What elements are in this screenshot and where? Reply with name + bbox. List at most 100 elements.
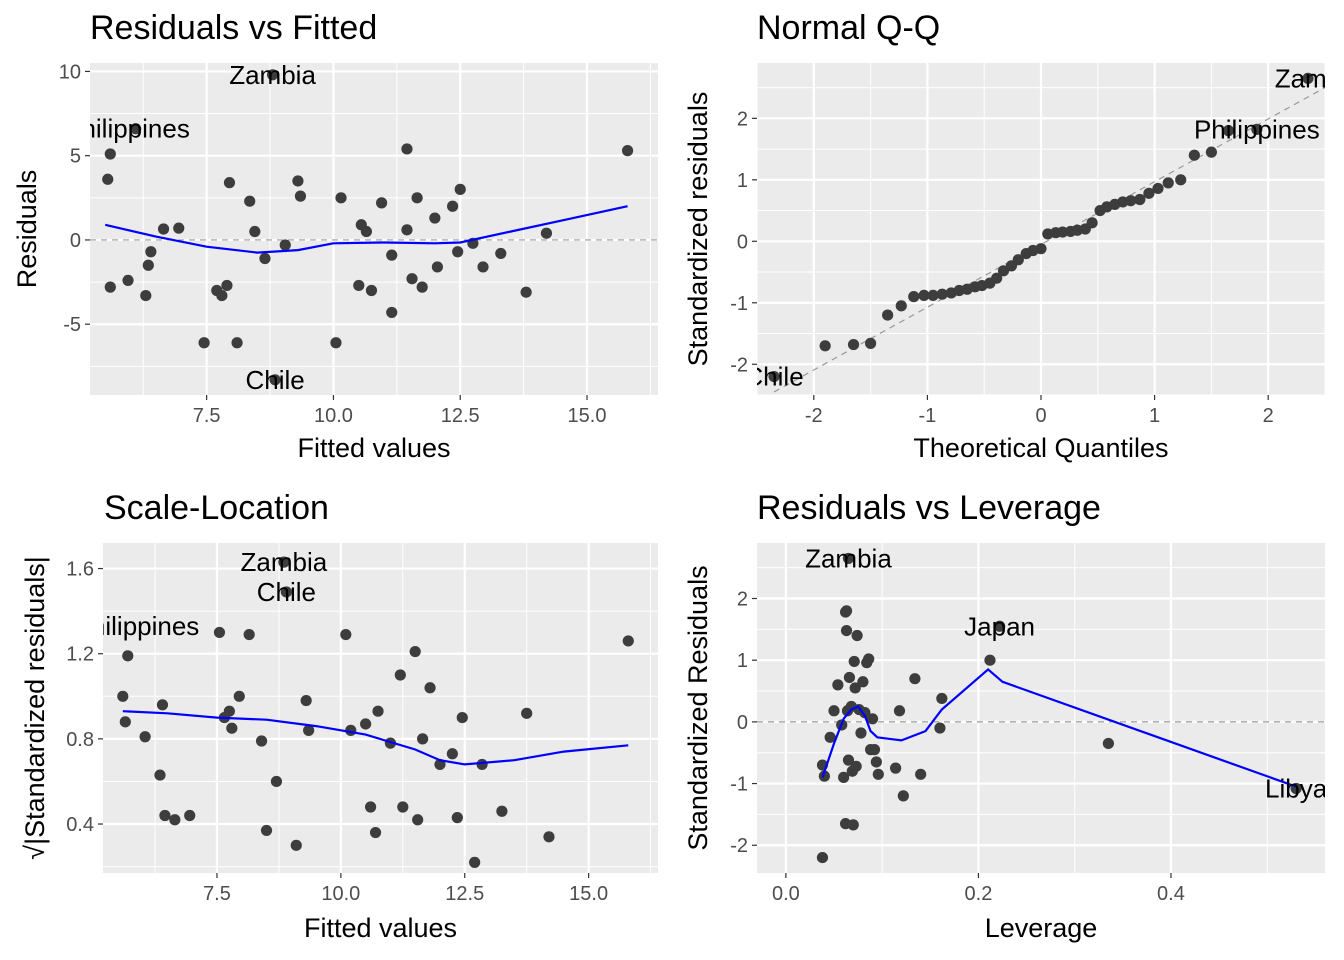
data-point (270, 775, 283, 788)
data-point (300, 694, 312, 707)
data-point (249, 225, 261, 238)
x-tick-label: -1 (919, 405, 937, 427)
plot-area: Zambia hilippines Chile (90, 60, 658, 395)
data-point (847, 338, 860, 351)
data-point (840, 605, 853, 617)
data-point (1251, 123, 1263, 135)
plot-area: Zamb Philippines Chile (757, 63, 1325, 393)
data-point (303, 724, 315, 736)
y-tick-label: 0.8 (66, 729, 94, 751)
data-point (1152, 182, 1164, 195)
data-point (1188, 149, 1200, 161)
y-axis-title: Residuals (12, 170, 42, 289)
data-point (269, 374, 281, 386)
data-point (184, 809, 196, 822)
y-tick-label: 1.6 (66, 559, 94, 581)
data-point (1035, 243, 1047, 255)
panel-title: Residuals vs Fitted (90, 9, 377, 47)
data-point (104, 148, 116, 160)
data-point (233, 690, 245, 702)
data-point (832, 679, 844, 691)
data-point (842, 552, 855, 565)
data-point (991, 272, 1003, 284)
data-point (496, 805, 508, 817)
data-point (221, 279, 233, 292)
x-tick-label: 10.0 (321, 883, 360, 905)
x-tick-label: 12.5 (441, 405, 480, 427)
data-point (865, 337, 877, 349)
data-point (409, 645, 421, 658)
data-point (244, 195, 256, 207)
point-label: Zambia (229, 60, 316, 90)
data-point (376, 197, 388, 209)
y-tick-label: 1.2 (66, 644, 94, 666)
data-point (365, 284, 378, 297)
data-point (353, 279, 365, 292)
point-label: Philippines (1194, 114, 1320, 144)
data-point (872, 768, 884, 780)
data-point (279, 239, 291, 251)
data-point (360, 718, 372, 730)
data-point (897, 790, 909, 802)
data-point (226, 722, 238, 734)
y-tick-label: -2 (730, 354, 748, 376)
x-tick-label: 0 (1035, 405, 1046, 427)
data-point (622, 635, 634, 647)
x-axis-title: Theoretical Quantiles (913, 433, 1168, 463)
data-point (139, 731, 151, 743)
data-point (447, 200, 459, 212)
point-label: Japan (964, 611, 1035, 641)
data-point (936, 288, 948, 300)
x-axis-title: Fitted values (304, 913, 457, 943)
y-tick-label: 2 (737, 108, 748, 130)
data-point (984, 654, 996, 666)
data-point (394, 669, 406, 681)
axes: 7.5 10.0 12.5 15.0 0.4 0.8 1.2 1.6 (66, 559, 608, 905)
data-point (849, 682, 861, 694)
data-point (543, 831, 555, 843)
x-tick-label: 0.4 (1157, 883, 1185, 905)
data-point (838, 771, 850, 783)
data-point (372, 705, 384, 717)
data-point (294, 190, 307, 202)
smooth-line (821, 667, 1297, 788)
x-axis-title: Fitted values (297, 433, 450, 463)
data-point (476, 758, 488, 771)
data-point (540, 227, 553, 239)
y-axis-title: √|Standardized residuals| (20, 556, 50, 860)
axes: 7.5 10.0 12.5 15.0 -5 0 5 10 (59, 61, 607, 427)
data-point (290, 839, 302, 851)
data-point (156, 699, 169, 711)
y-tick-label: 5 (70, 146, 81, 168)
data-point (401, 224, 413, 236)
y-tick-label: 0 (737, 231, 748, 253)
data-point (169, 814, 181, 826)
y-tick-label: 1 (737, 170, 748, 192)
point-label: Chile (245, 365, 304, 395)
data-point (102, 173, 114, 185)
data-point (452, 246, 464, 258)
data-point (520, 286, 532, 298)
data-point (386, 249, 398, 261)
data-point (895, 300, 907, 312)
point-label: Zambia (241, 547, 328, 577)
data-point (364, 801, 377, 813)
y-axis-title: Standardized residuals (683, 92, 713, 367)
data-point (890, 762, 902, 774)
data-point (1134, 193, 1146, 206)
data-point (154, 769, 166, 781)
data-point (1102, 737, 1114, 750)
smooth-line (104, 205, 628, 254)
panel-title: Normal Q-Q (757, 9, 940, 47)
data-point (266, 69, 279, 81)
smooth-line (122, 710, 629, 766)
data-point (848, 655, 860, 668)
data-point (768, 370, 780, 383)
x-tick-label: 15.0 (568, 405, 607, 427)
point-label: hilippines (91, 611, 199, 641)
data-point (259, 252, 271, 265)
data-point (412, 814, 424, 826)
point-label: Zambia (805, 543, 892, 573)
y-tick-label: 0.4 (66, 814, 94, 836)
